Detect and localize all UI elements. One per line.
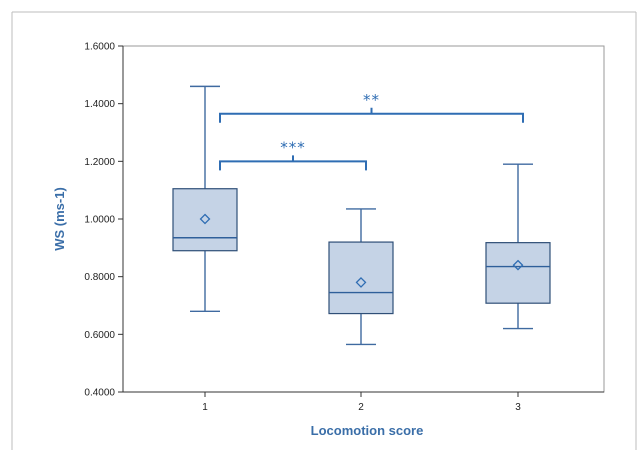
x-tick-label: 1 [202, 402, 208, 413]
x-axis-title: Locomotion score [311, 423, 424, 438]
bracket-line [219, 107, 524, 123]
mean-marker [355, 277, 367, 288]
box-group-2 [328, 208, 394, 346]
y-tick-label: 0.6000 [84, 330, 115, 341]
significance-label: ** [363, 91, 380, 109]
bracket-line [219, 155, 367, 171]
y-tick-label: 1.6000 [84, 42, 115, 53]
y-tick-label: 1.4000 [84, 99, 115, 110]
x-axis-ticks: 1 2 3 [202, 392, 521, 413]
x-tick-label: 3 [515, 402, 521, 413]
x-tick-label: 2 [358, 402, 364, 413]
mean-marker [512, 259, 524, 271]
y-tick-label: 0.8000 [84, 272, 115, 283]
box-iqr [485, 242, 551, 304]
box-iqr [172, 188, 238, 252]
box-series [172, 85, 551, 346]
y-axis-title: WS (ms-1) [52, 187, 67, 251]
box-group-3 [485, 163, 551, 330]
significance-label: *** [280, 138, 306, 156]
mean-marker [199, 213, 211, 225]
y-axis-ticks: 0.4000 0.6000 0.8000 1.0000 1.2000 1.4000 1.60… [84, 42, 123, 399]
box-iqr [328, 241, 394, 315]
y-tick-label: 1.2000 [84, 157, 115, 168]
y-tick-label: 1.0000 [84, 215, 115, 226]
y-tick-label: 0.4000 [84, 388, 115, 399]
significance-brackets: ***** [219, 91, 524, 171]
significance-bracket: *** [219, 138, 367, 171]
box-group-1 [172, 85, 238, 312]
significance-bracket: ** [219, 91, 524, 123]
